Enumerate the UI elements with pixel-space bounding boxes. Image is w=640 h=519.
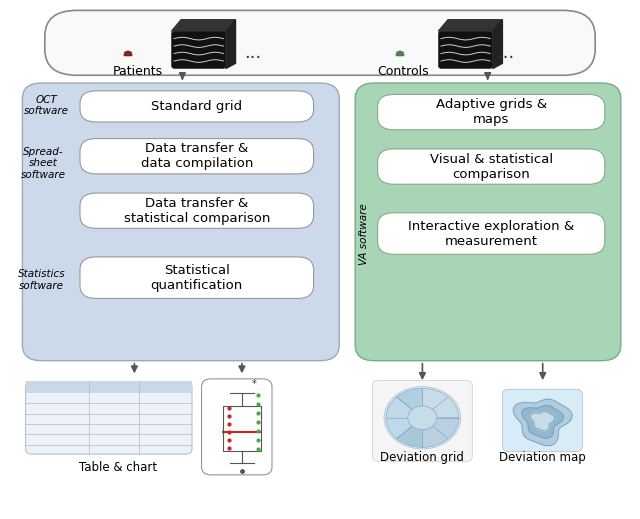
FancyBboxPatch shape bbox=[26, 381, 192, 454]
Wedge shape bbox=[396, 54, 399, 56]
Circle shape bbox=[127, 51, 129, 53]
Text: Patients: Patients bbox=[113, 64, 163, 78]
Text: VA software: VA software bbox=[358, 204, 369, 265]
FancyBboxPatch shape bbox=[438, 31, 493, 69]
FancyBboxPatch shape bbox=[202, 379, 272, 475]
Polygon shape bbox=[522, 405, 563, 439]
Text: Data transfer &
statistical comparison: Data transfer & statistical comparison bbox=[124, 197, 270, 225]
Wedge shape bbox=[398, 54, 402, 56]
FancyBboxPatch shape bbox=[45, 10, 595, 75]
Text: ...: ... bbox=[497, 44, 514, 62]
Text: ...: ... bbox=[244, 44, 261, 62]
Wedge shape bbox=[129, 54, 132, 56]
FancyBboxPatch shape bbox=[378, 94, 605, 130]
Polygon shape bbox=[226, 20, 236, 69]
Circle shape bbox=[399, 51, 401, 53]
FancyBboxPatch shape bbox=[378, 213, 605, 254]
FancyBboxPatch shape bbox=[378, 149, 605, 184]
FancyBboxPatch shape bbox=[502, 389, 582, 452]
Polygon shape bbox=[531, 412, 555, 431]
Wedge shape bbox=[126, 54, 130, 56]
Wedge shape bbox=[124, 54, 127, 56]
Text: Visual & statistical
comparison: Visual & statistical comparison bbox=[429, 153, 553, 181]
FancyBboxPatch shape bbox=[80, 91, 314, 122]
Text: *: * bbox=[252, 379, 256, 389]
Text: Standard grid: Standard grid bbox=[151, 100, 243, 113]
Text: Interactive exploration &
measurement: Interactive exploration & measurement bbox=[408, 220, 574, 248]
Text: Deviation grid: Deviation grid bbox=[380, 451, 465, 465]
Polygon shape bbox=[493, 20, 502, 69]
Wedge shape bbox=[397, 388, 422, 418]
FancyBboxPatch shape bbox=[80, 193, 314, 228]
Polygon shape bbox=[172, 20, 236, 31]
Circle shape bbox=[384, 387, 461, 449]
FancyBboxPatch shape bbox=[355, 83, 621, 361]
Text: Adaptive grids &
maps: Adaptive grids & maps bbox=[436, 98, 547, 126]
FancyBboxPatch shape bbox=[80, 257, 314, 298]
Text: OCT
software: OCT software bbox=[24, 94, 68, 116]
Text: Deviation map: Deviation map bbox=[499, 451, 586, 465]
Wedge shape bbox=[397, 418, 422, 447]
Wedge shape bbox=[422, 388, 459, 418]
Circle shape bbox=[401, 52, 403, 53]
Circle shape bbox=[408, 406, 437, 430]
Text: Statistics
software: Statistics software bbox=[18, 269, 65, 291]
Text: Table & chart: Table & chart bbox=[79, 460, 157, 474]
Text: Data transfer &
data compilation: Data transfer & data compilation bbox=[141, 142, 253, 170]
Circle shape bbox=[125, 52, 127, 53]
Wedge shape bbox=[386, 397, 422, 439]
Text: Statistical
quantification: Statistical quantification bbox=[150, 264, 243, 292]
FancyBboxPatch shape bbox=[172, 31, 226, 69]
Circle shape bbox=[397, 52, 399, 53]
FancyBboxPatch shape bbox=[80, 139, 314, 174]
Wedge shape bbox=[422, 418, 459, 447]
Circle shape bbox=[129, 52, 131, 53]
Bar bbox=[223, 406, 261, 451]
Bar bbox=[26, 381, 192, 393]
FancyBboxPatch shape bbox=[372, 380, 472, 461]
Text: Spread-
sheet
software: Spread- sheet software bbox=[21, 147, 66, 180]
FancyBboxPatch shape bbox=[22, 83, 339, 361]
Polygon shape bbox=[513, 399, 572, 446]
Text: Controls: Controls bbox=[378, 64, 429, 78]
Wedge shape bbox=[401, 54, 404, 56]
Polygon shape bbox=[438, 20, 502, 31]
